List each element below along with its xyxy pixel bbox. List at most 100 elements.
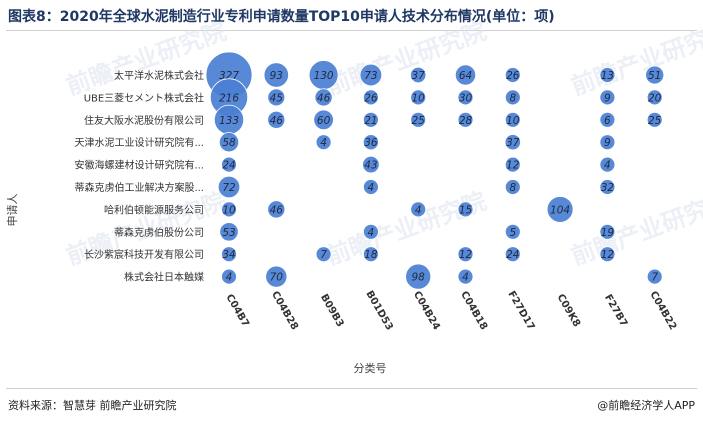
x-tick-label: C09K8 <box>555 292 583 329</box>
bubble-value-label: 104 <box>550 204 570 216</box>
bubble-mark <box>454 64 477 86</box>
x-tick-label: C04B28 <box>269 289 300 332</box>
bubble-mark <box>504 223 521 240</box>
bubble-mark <box>362 111 379 128</box>
x-tick-label: B01D53 <box>363 289 394 332</box>
bubble-mark <box>218 132 240 153</box>
bubble-value-label: 4 <box>415 204 422 216</box>
bubble-value-label: 51 <box>648 70 661 82</box>
bubble-mark <box>362 155 380 174</box>
bubble-value-label: 32 <box>601 182 615 194</box>
bubble-value-label: 28 <box>459 115 473 127</box>
x-axis-labels: C04B7 C04B28 B09B3 B01D53 C04B24 C04B18 F27D17… <box>223 289 678 332</box>
bubble-value-label: 10 <box>506 115 520 127</box>
bubble-value-label: 216 <box>219 92 239 104</box>
y-tick-label: 长沙紫宸科技开发有限公司 <box>84 248 204 261</box>
y-axis-title: 申请人 <box>6 194 19 227</box>
bubble-value-label: 43 <box>364 160 377 172</box>
bubble-mark <box>599 89 616 106</box>
bubble-mark <box>599 246 616 263</box>
bubble-value-label: 133 <box>219 115 239 127</box>
bubble-mark <box>599 179 616 195</box>
x-tick-label: C04B22 <box>647 289 678 332</box>
y-tick-label: 天津水泥工业设计研究院有... <box>74 136 204 149</box>
y-tick-label: 住友大阪水泥股份有限公司 <box>84 114 204 127</box>
bubble-value-label: 37 <box>412 70 426 82</box>
bubble-value-label: 70 <box>270 272 284 284</box>
bubble-value-label: 30 <box>459 92 473 104</box>
bubble-mark <box>504 134 521 151</box>
bubble-mark <box>315 246 332 263</box>
bubble-value-label: 12 <box>601 249 615 261</box>
bubble-mark <box>504 179 521 195</box>
bubble-value-label: 15 <box>459 204 473 216</box>
bubble-value-label: 7 <box>320 249 327 261</box>
bubble-mark <box>263 62 289 88</box>
watermark-text: 前瞻产业研究院 <box>567 17 703 101</box>
bubble-value-label: 98 <box>412 272 426 284</box>
bubble-mark <box>599 67 616 83</box>
bubble-mark <box>410 201 427 218</box>
bubble-value-label: 12 <box>506 160 520 172</box>
bubble-mark <box>410 111 427 128</box>
brand-label: @前瞻经济学人APP <box>597 399 695 412</box>
x-tick-label: F27B7 <box>602 293 629 329</box>
bubble-mark <box>504 89 521 106</box>
bubble-mark <box>221 201 237 218</box>
bubble-mark <box>504 156 521 173</box>
x-tick-label: C04B18 <box>458 289 489 332</box>
bubble-value-label: 21 <box>364 115 377 127</box>
bubble-value-label: 9 <box>604 92 611 104</box>
bubble-mark <box>362 223 379 240</box>
bubble-mark <box>504 246 521 263</box>
source-note: 资料来源：智慧芽 前瞻产业研究院 <box>8 399 177 412</box>
bubble-value-label: 4 <box>604 160 611 172</box>
bubble-mark <box>599 223 616 240</box>
y-tick-label: 安徽海螺建材设计研究院有... <box>74 159 204 172</box>
bubble-value-label: 8 <box>509 182 516 194</box>
bubble-mark <box>410 89 427 106</box>
bubble-mark <box>267 110 286 129</box>
title-rule <box>6 30 697 31</box>
bubble-mark <box>362 179 379 195</box>
watermark-text: 前瞻产业研究院 <box>322 17 489 101</box>
bubble-value-label: 7 <box>651 272 658 284</box>
bubble-value-label: 4 <box>320 137 327 149</box>
bubble-mark <box>267 88 286 107</box>
bubble-mark <box>410 66 427 84</box>
bubble-value-label: 13 <box>601 70 614 82</box>
bubble-value-label: 4 <box>368 182 375 194</box>
bubble-value-label: 46 <box>270 115 284 127</box>
y-tick-label: 哈利伯顿能源服务公司 <box>104 203 204 216</box>
bubble-mark <box>457 89 474 106</box>
bubble-mark <box>362 89 379 106</box>
footer-rule <box>6 388 697 389</box>
bubble-mark <box>221 268 237 285</box>
bubble-value-label: 4 <box>368 227 375 239</box>
bubble-mark <box>457 201 474 218</box>
bubble-value-label: 5 <box>509 227 516 239</box>
bubble-value-label: 10 <box>222 204 236 216</box>
bubble-value-label: 24 <box>506 249 519 261</box>
bubble-value-label: 58 <box>222 137 236 149</box>
bubble-mark <box>219 222 239 242</box>
bubble-value-label: 26 <box>364 92 378 104</box>
bubble-value-label: 53 <box>222 227 235 239</box>
bubble-value-label: 6 <box>604 115 611 127</box>
bubble-mark <box>221 246 237 263</box>
bubble-value-label: 10 <box>412 92 426 104</box>
bubble-value-label: 130 <box>314 70 334 82</box>
y-tick-label: 蒂森克虏伯工业解决方案股... <box>74 181 204 194</box>
bubble-mark <box>646 111 663 128</box>
bubble-value-label: 64 <box>459 70 472 82</box>
bubble-value-label: 37 <box>506 137 520 149</box>
bubble-value-label: 4 <box>226 272 233 284</box>
x-tick-label: C04B7 <box>223 292 250 329</box>
bubble-mark <box>645 65 665 85</box>
bubble-mark <box>265 265 288 288</box>
bubble-mark <box>599 134 616 151</box>
bubble-mark <box>313 109 334 131</box>
x-tick-label: B09B3 <box>318 292 346 329</box>
y-tick-label: 蒂森克虏伯股份公司 <box>114 226 204 239</box>
